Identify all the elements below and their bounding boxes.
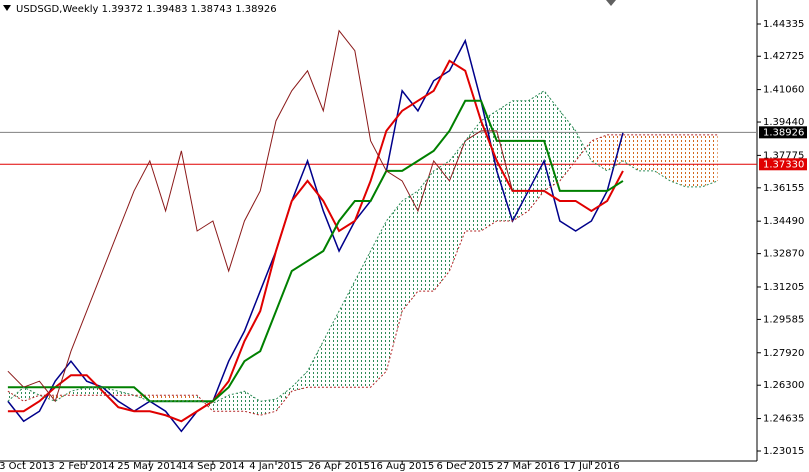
indicator-line	[7, 38, 624, 433]
cloud-segment	[260, 399, 276, 416]
y-tick-label: 1.39440	[763, 117, 804, 128]
x-tick-label: 26 Apr 2015	[308, 461, 370, 472]
cloud-segment	[402, 190, 418, 312]
cloud-span	[7, 90, 718, 404]
cloud-span	[7, 134, 718, 416]
shift-marker	[606, 0, 616, 6]
y-tick-label: 1.41060	[763, 85, 804, 96]
y-tick-label: 1.34490	[763, 216, 804, 227]
cloud-segment	[291, 371, 308, 392]
x-tick-label: 17 Jul 2016	[563, 461, 620, 472]
cloud-segment	[417, 170, 434, 292]
x-tick-label: 6 Dec 2015	[436, 461, 494, 472]
x-tick-label: 16 Aug 2015	[370, 461, 434, 472]
indicator-line	[7, 99, 624, 403]
cloud-segment	[449, 140, 466, 272]
cloud-segment	[165, 395, 182, 402]
cloud-segment	[670, 134, 687, 187]
x-tick-label: 13 Oct 2013	[0, 461, 55, 472]
menu-arrow	[3, 5, 11, 11]
x-tick-label: 14 Sep 2014	[181, 461, 244, 472]
y-tick-label: 1.29585	[763, 314, 804, 325]
cloud-segment	[244, 391, 261, 416]
cloud-segment	[433, 160, 450, 292]
y-tick-label: 1.44335	[763, 19, 804, 30]
cloud-segment	[354, 251, 371, 388]
cloud-segment	[370, 220, 387, 388]
y-tick-label: 1.31205	[763, 282, 804, 293]
cloud-segment	[465, 120, 482, 231]
cloud-segment	[607, 134, 623, 171]
price-label: 1.38926	[763, 127, 804, 138]
y-tick-label: 1.37775	[763, 150, 804, 161]
cloud-segment	[307, 341, 324, 388]
indicator-line	[7, 59, 624, 423]
cloud-segment	[275, 387, 292, 412]
cloud-segment	[544, 90, 560, 191]
cloud-segment	[559, 110, 576, 181]
cloud-segment	[686, 134, 702, 187]
cloud-segment	[386, 200, 403, 372]
price-label: 1.37330	[763, 159, 804, 170]
cloud-segment	[654, 134, 671, 181]
cloud-segment	[86, 387, 103, 396]
cloud-segment	[228, 391, 245, 412]
cloud-segment	[339, 281, 355, 388]
cloud-segment	[638, 134, 655, 171]
y-tick-label: 1.42725	[763, 51, 804, 62]
cloud-segment	[528, 90, 545, 211]
cloud-segment	[481, 110, 497, 231]
cloud-segment	[181, 395, 198, 402]
y-tick-label: 1.26300	[763, 380, 804, 391]
cloud-segment	[23, 387, 40, 402]
x-tick-label: 4 Jan 2015	[249, 461, 303, 472]
price-label-box	[759, 158, 807, 171]
y-tick-label: 1.27920	[763, 348, 804, 359]
cloud-segment	[591, 134, 608, 171]
cloud-segment	[149, 395, 166, 402]
cloud-segment	[323, 311, 340, 388]
y-tick-label: 1.23015	[763, 446, 804, 457]
cloud-segment	[118, 391, 135, 396]
cloud-segment	[102, 387, 119, 396]
cloud-segment	[575, 130, 592, 161]
x-tick-label: 2 Feb 2014	[59, 461, 115, 472]
cloud-segment	[70, 387, 87, 396]
x-tick-label: 27 Mar 2016	[497, 461, 560, 472]
cloud-segment	[212, 395, 229, 412]
x-tick-label: 25 May 2014	[117, 461, 182, 472]
price-label-box	[759, 126, 807, 139]
cloud-segment	[701, 134, 718, 187]
cloud-segment	[622, 134, 639, 171]
y-tick-label: 1.32870	[763, 249, 804, 260]
cloud-segment	[7, 387, 24, 402]
y-tick-label: 1.24635	[763, 414, 804, 425]
chart-title: USDSGD,Weekly 1.39372 1.39483 1.38743 1.…	[16, 4, 277, 15]
y-tick-label: 1.36155	[763, 183, 804, 194]
cloud-segment	[512, 100, 529, 221]
